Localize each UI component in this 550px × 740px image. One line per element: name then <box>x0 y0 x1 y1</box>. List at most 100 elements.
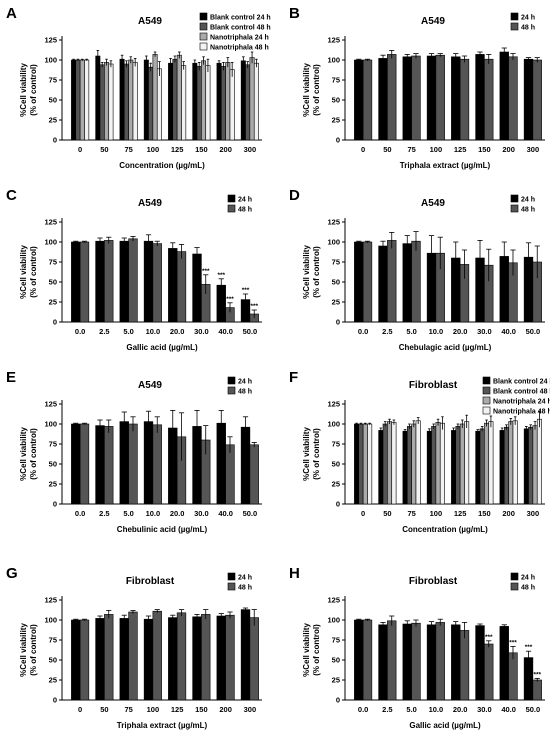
legend-label: 24 h <box>238 575 252 582</box>
legend-swatch <box>510 194 519 203</box>
x-tick-label: 200 <box>502 145 515 154</box>
bar <box>426 430 432 505</box>
chart-title: Fibroblast <box>126 576 175 587</box>
x-tick-label: 0.0 <box>75 327 85 336</box>
y-tick-label: 0 <box>53 318 57 327</box>
y-tick-label: 50 <box>332 460 340 469</box>
x-tick-label: 300 <box>244 705 257 714</box>
x-tick-label: 30.0 <box>477 327 492 336</box>
bar <box>402 430 408 505</box>
chart-title: A549 <box>138 198 162 209</box>
y-tick-label: 125 <box>327 596 340 605</box>
legend-label: 48 h <box>521 585 535 592</box>
chart-title: A549 <box>421 16 445 27</box>
x-tick-label: 30.0 <box>194 509 209 518</box>
bar <box>451 624 461 701</box>
bar <box>362 619 373 701</box>
bar <box>168 248 178 323</box>
legend-label: 48 h <box>521 207 535 214</box>
y-axis-title-line: (% of control) <box>29 428 38 480</box>
legend-label: 24 h <box>238 379 252 386</box>
bar <box>71 619 81 701</box>
legend-label: 48 h <box>238 585 252 592</box>
legend: 24 h 48 h <box>510 194 535 214</box>
bar <box>192 616 202 701</box>
y-axis-title: %Cell viability (% of control) <box>302 63 321 117</box>
bar <box>168 617 178 701</box>
x-tick-label: 50.0 <box>243 327 258 336</box>
y-axis-title-line: (% of control) <box>312 246 321 298</box>
y-tick-label: 75 <box>49 636 57 645</box>
y-tick-label: 125 <box>44 596 57 605</box>
y-tick-label: 125 <box>44 400 57 409</box>
bar <box>176 251 187 323</box>
bar <box>205 65 211 141</box>
legend-label: Nanotriphala 48 h <box>210 45 269 52</box>
bar <box>104 62 110 141</box>
y-tick-label: 25 <box>332 116 340 125</box>
bar <box>71 59 77 141</box>
y-tick-label: 0 <box>336 696 340 705</box>
bar <box>536 418 542 505</box>
x-tick-label: 125 <box>171 705 184 714</box>
legend: Blank control 24 h Blank control 48 h Nano… <box>482 376 550 416</box>
x-tick-label: 2.5 <box>99 327 109 336</box>
y-axis-title: %Cell viability (% of control) <box>19 245 38 299</box>
panel-g: G Fibroblast %Cell viability (% of control)… <box>6 565 262 730</box>
legend: 24 h 48 h <box>510 572 535 592</box>
x-tick-label: 30.0 <box>477 705 492 714</box>
bar <box>499 626 509 701</box>
bar <box>79 59 85 141</box>
legend-swatch <box>510 572 519 581</box>
y-tick-label: 25 <box>332 676 340 685</box>
legend-swatch <box>199 42 208 51</box>
bar <box>128 423 138 505</box>
x-tick-label: 200 <box>502 509 515 518</box>
x-axis-title: Chebulinic acid (µg/mL) <box>117 525 208 534</box>
bar <box>354 423 360 505</box>
x-tick-label: 150 <box>478 145 491 154</box>
bar <box>148 66 154 141</box>
legend: 24 h 48 h <box>510 12 535 32</box>
bar <box>196 66 202 141</box>
legend-label: 24 h <box>238 197 252 204</box>
bar <box>253 62 259 141</box>
legend-swatch <box>199 32 208 41</box>
x-axis-title: Concentration (µg/mL) <box>119 161 205 170</box>
bar <box>168 62 174 141</box>
x-tick-label: 300 <box>527 509 540 518</box>
x-tick-label: 50.0 <box>526 705 541 714</box>
legend-label: Blank control 24 h <box>210 15 271 22</box>
bar <box>411 240 421 323</box>
legend-label: 48 h <box>238 207 252 214</box>
bar <box>411 423 417 505</box>
x-tick-label: 5.0 <box>123 509 133 518</box>
bar <box>99 64 105 141</box>
panel-letter: C <box>6 187 17 204</box>
x-tick-label: 50 <box>100 705 108 714</box>
y-tick-label: 25 <box>49 116 57 125</box>
x-tick-label: 200 <box>219 705 232 714</box>
x-tick-label: 300 <box>527 145 540 154</box>
legend-swatch <box>482 376 491 385</box>
y-tick-label: 50 <box>332 656 340 665</box>
x-tick-label: 75 <box>407 145 415 154</box>
x-tick-label: 2.5 <box>382 327 392 336</box>
legend-swatch <box>199 22 208 31</box>
bar <box>451 56 461 141</box>
x-tick-label: 150 <box>478 509 491 518</box>
y-axis-title-line: %Cell viability <box>302 427 311 481</box>
bar <box>104 426 114 505</box>
bar <box>435 54 445 141</box>
y-axis-title-line: %Cell viability <box>302 245 311 299</box>
bar <box>240 609 251 701</box>
y-tick-label: 25 <box>49 298 57 307</box>
bar <box>387 620 397 701</box>
x-tick-label: 75 <box>407 509 415 518</box>
bar <box>249 444 259 505</box>
x-tick-label: 10.0 <box>429 705 444 714</box>
bar <box>382 423 388 505</box>
x-tick-label: 0 <box>361 509 365 518</box>
significance-label: *** <box>226 296 234 303</box>
